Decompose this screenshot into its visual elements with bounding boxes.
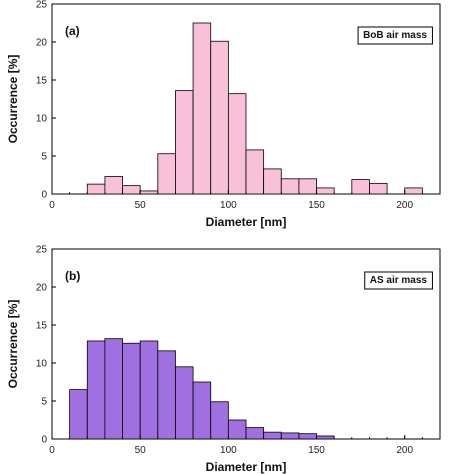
panel-b-x-tick-label: 50 — [135, 445, 147, 456]
panel-b-y-tick-label: 20 — [36, 283, 48, 294]
panel-a-bars — [86, 22, 423, 195]
panel-b-y-tick-label: 15 — [36, 321, 48, 332]
panel-a-x-tick-label: 150 — [308, 200, 325, 211]
panel-b-x-ticks: 0 50 100 150 200 — [49, 435, 441, 456]
panel-a-bar — [175, 90, 194, 195]
panel-b-x-tick-label: 0 — [49, 445, 55, 456]
panel-b-x-axis-label: Diameter [nm] — [206, 460, 287, 474]
panel-a-bar — [369, 182, 388, 195]
panel-b-bar — [245, 427, 265, 440]
panel-b-y-tick-label: 5 — [41, 397, 47, 408]
panel-a-legend-text: BoB air mass — [363, 30, 427, 41]
panel-a-bar — [157, 153, 176, 195]
panel-a-bar — [351, 179, 370, 195]
panel-b-bar — [263, 431, 282, 440]
panel-a-bar — [245, 149, 265, 195]
panel-a-y-tick-label: 0 — [41, 190, 47, 201]
panel-b-x-tick-label: 200 — [396, 445, 413, 456]
panel-a-y-tick-label: 10 — [36, 114, 48, 125]
panel-a-bar — [280, 178, 300, 195]
panel-b-bars — [69, 338, 335, 440]
panel-a-y-ticks: 0 5 10 15 20 25 — [36, 0, 56, 201]
panel-b-bar — [280, 432, 300, 440]
panel-a-y-tick-label: 20 — [36, 38, 48, 49]
panel-b-bar — [210, 401, 229, 440]
panel-b-bar — [122, 342, 141, 440]
panel-a-label: (a) — [65, 24, 80, 38]
panel-a-y-tick-label: 15 — [36, 76, 48, 87]
panel-a-y-axis-label: Occurrence [%] — [6, 55, 20, 144]
panel-b-bar — [86, 340, 106, 440]
panel-a-bar — [192, 22, 212, 195]
panel-a-bar — [298, 178, 317, 195]
panel-a-legend-box — [357, 26, 433, 45]
panel-b-y-tick-label: 0 — [41, 435, 47, 446]
panel-b-bar — [104, 338, 123, 440]
panel-a-x-axis-label: Diameter [nm] — [206, 215, 287, 229]
panel-a-bar — [263, 168, 282, 195]
panel-a-x-tick-label: 200 — [396, 200, 413, 211]
panel-a-bar — [139, 190, 159, 195]
panel-b-bar — [316, 435, 335, 440]
panel-b-x-tick-label: 150 — [308, 445, 325, 456]
panel-a-bar — [316, 187, 335, 195]
panel-a-x-tick-label: 50 — [135, 200, 147, 211]
panel-a-y-tick-label: 25 — [36, 0, 48, 11]
panel-a-bar — [86, 183, 106, 195]
panel-b-label: (b) — [65, 269, 80, 283]
panel-b-y-tick-label: 25 — [36, 245, 48, 256]
panel-a-bar — [404, 187, 423, 195]
panel-a-x-tick-label: 0 — [49, 200, 55, 211]
panel-b-bar — [69, 389, 88, 440]
panel-a-y-tick-label: 5 — [41, 152, 47, 163]
panel-b-bar — [157, 350, 176, 440]
panel-a: 0 50 100 150 200 0 5 10 15 20 25 (a) BoB air mass… — [6, 0, 441, 229]
panel-b-bar — [192, 381, 212, 440]
panel-b-y-axis-label: Occurrence [%] — [6, 300, 20, 389]
panel-a-x-ticks: 0 50 100 150 200 — [49, 190, 441, 211]
panel-b-legend-box — [364, 271, 433, 290]
panel-b-x-tick-label: 100 — [220, 445, 237, 456]
panel-b-y-ticks: 0 5 10 15 20 25 — [36, 245, 56, 446]
panel-a-x-tick-label: 100 — [220, 200, 237, 211]
panel-b-bar — [139, 340, 159, 440]
panel-b-bar — [298, 433, 317, 440]
panel-b-legend-text: AS air mass — [370, 275, 428, 286]
panel-a-bar — [104, 176, 123, 195]
panel-a-bar — [227, 93, 247, 195]
panel-b-y-tick-label: 10 — [36, 359, 48, 370]
panel-a-bar — [122, 185, 141, 195]
panel-a-bar — [210, 40, 229, 195]
panel-b-bar — [175, 366, 194, 440]
panel-b-bar — [227, 419, 247, 440]
